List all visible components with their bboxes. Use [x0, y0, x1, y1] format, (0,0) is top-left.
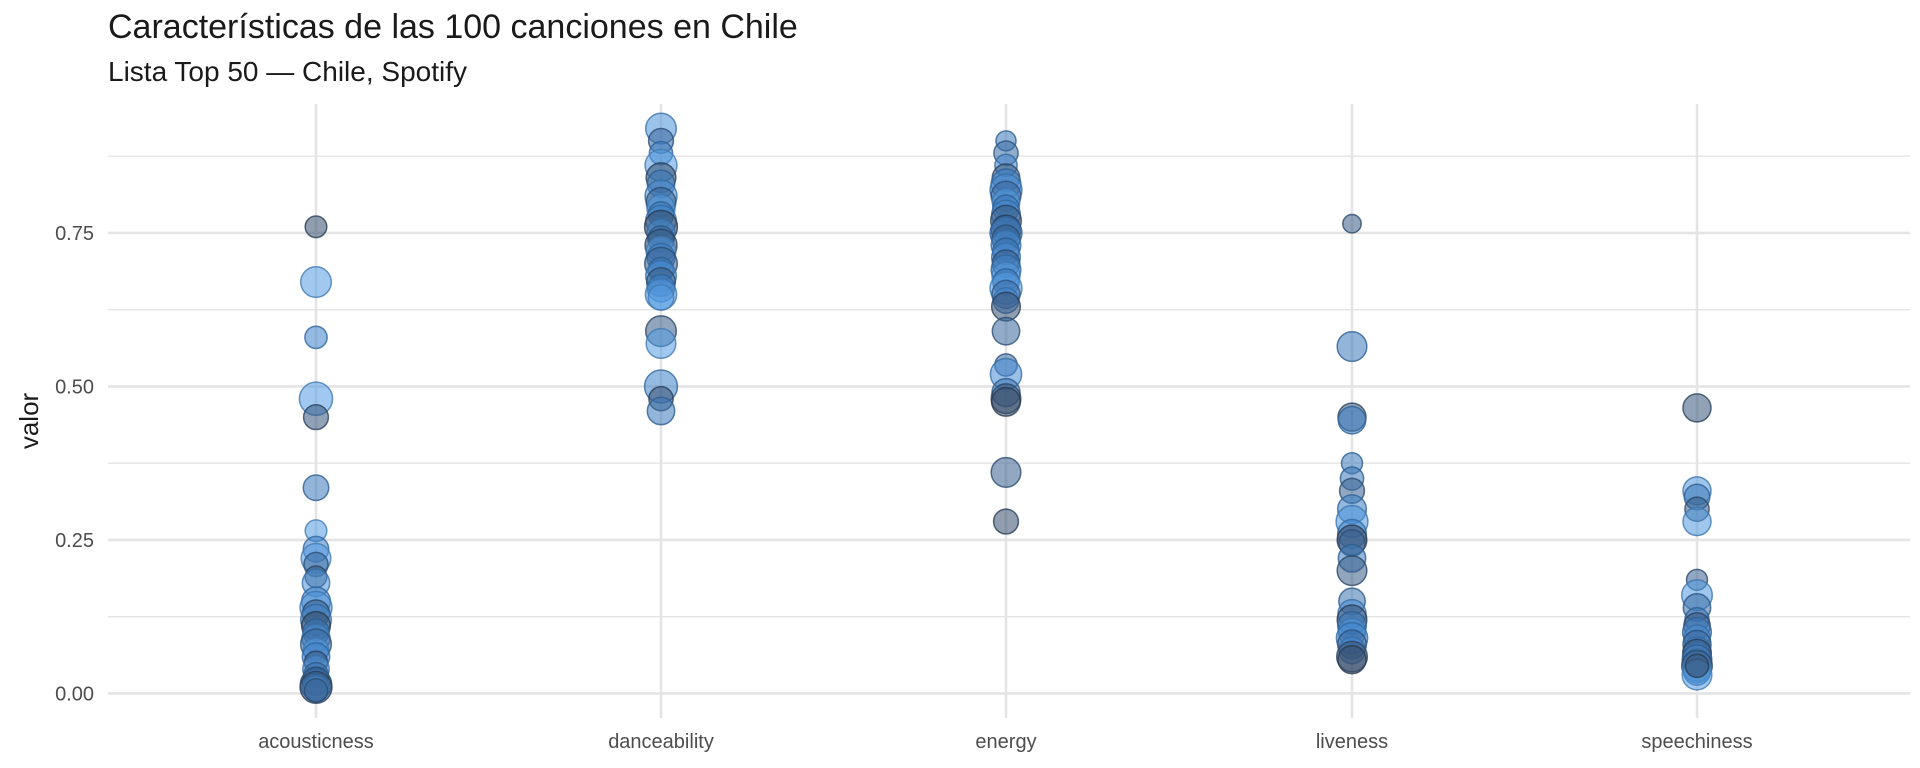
data-point [302, 403, 330, 431]
data-point [1684, 653, 1710, 679]
y-tick-label: 0.00 [55, 683, 94, 705]
y-axis-title: valor [14, 392, 44, 449]
data-point [1682, 506, 1712, 537]
data-point [990, 456, 1022, 488]
data-point [303, 678, 329, 703]
data-point [304, 325, 328, 350]
data-point [991, 316, 1021, 346]
x-tick-label: liveness [1316, 731, 1388, 753]
data-point [646, 396, 676, 426]
y-tick-label: 0.25 [55, 530, 94, 552]
x-tick-label: acousticness [258, 731, 374, 753]
data-point [1337, 405, 1367, 435]
data-points [298, 112, 1714, 704]
x-tick-label: energy [975, 731, 1036, 753]
chart-title: Características de las 100 canciones en … [108, 8, 798, 46]
data-point [1337, 644, 1367, 675]
data-point [990, 291, 1022, 322]
x-tick-label: danceability [608, 731, 714, 753]
y-tick-label: 0.75 [55, 223, 94, 245]
data-point [647, 283, 675, 311]
axes: 0.00 0.25 0.50 0.75 acousticness danceability… [14, 223, 1753, 753]
data-point [299, 266, 333, 299]
data-point [990, 386, 1022, 417]
x-tick-label: speechiness [1641, 731, 1752, 753]
data-point [645, 327, 677, 360]
data-point [992, 508, 1020, 535]
data-point [1342, 213, 1362, 234]
data-point [1336, 330, 1368, 363]
chart-subtitle: Lista Top 50 — Chile, Spotify [108, 56, 468, 87]
y-tick-label: 0.50 [55, 376, 94, 398]
data-point [302, 474, 330, 502]
data-point [304, 215, 328, 239]
data-point [1336, 555, 1368, 587]
data-point [1682, 393, 1712, 423]
